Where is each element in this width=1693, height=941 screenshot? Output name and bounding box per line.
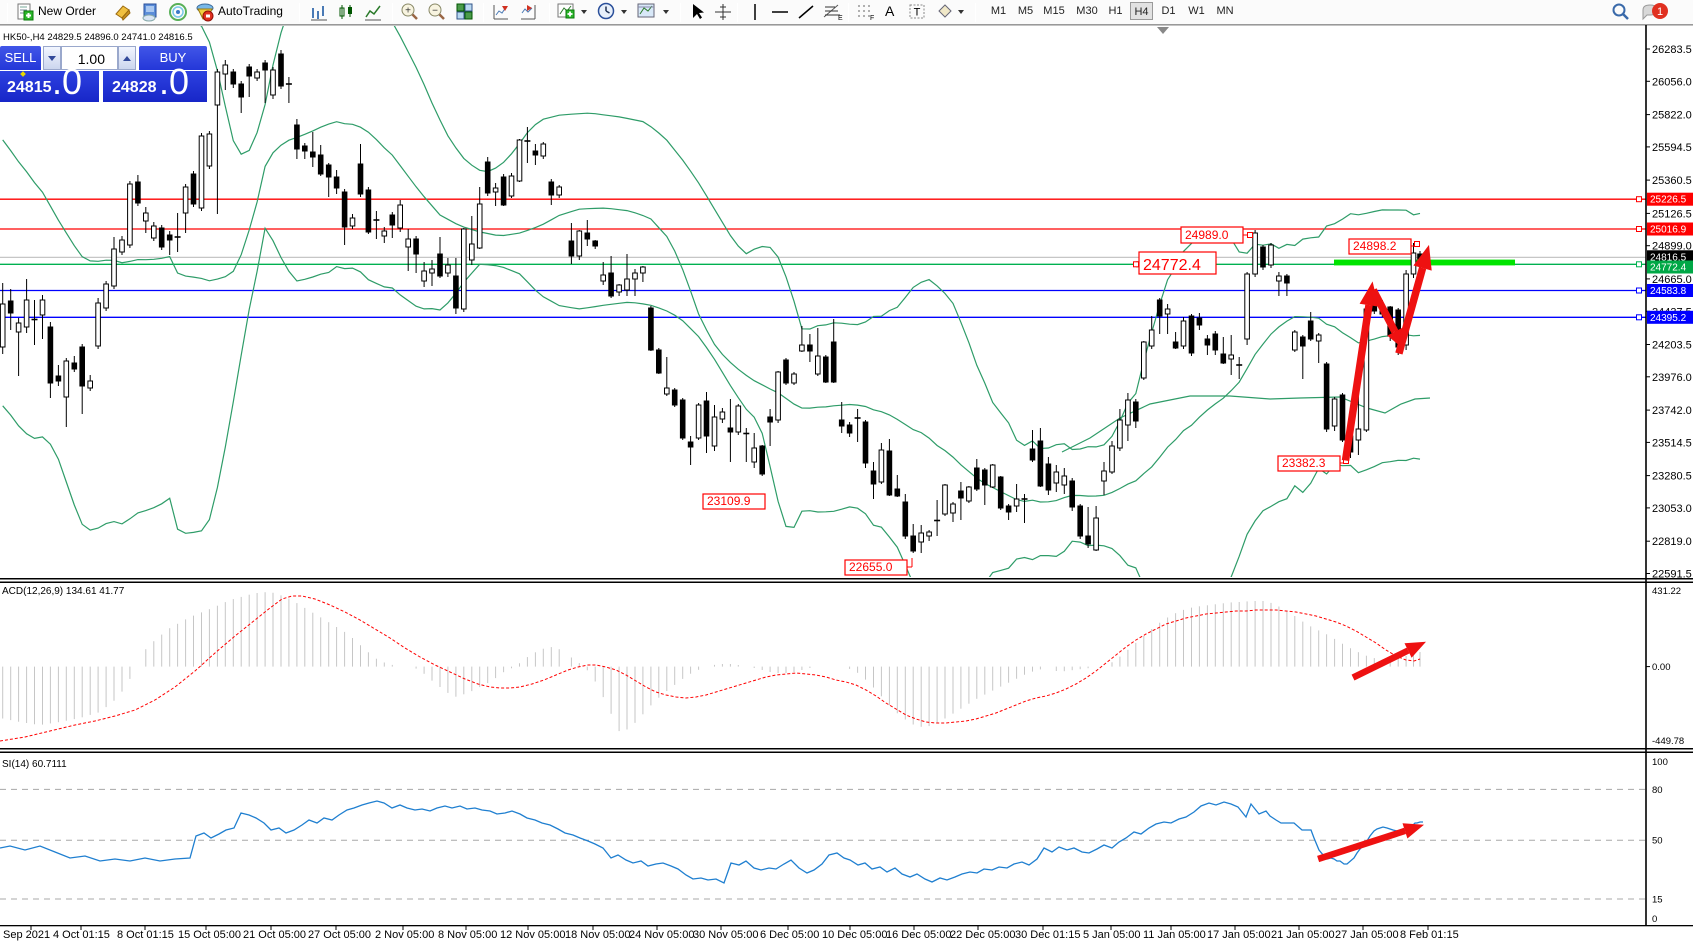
svg-text:+: + [405,6,411,17]
svg-text:100: 100 [1652,757,1668,768]
svg-text:5 Jan 05:00: 5 Jan 05:00 [1083,929,1141,941]
svg-text:24816.5: 24816.5 [1650,252,1687,263]
svg-text:23109.9: 23109.9 [707,494,751,508]
svg-text:23053.0: 23053.0 [1652,503,1692,515]
svg-text:T: T [914,7,921,19]
svg-text:2 Nov 05:00: 2 Nov 05:00 [375,929,434,941]
svg-text:10 Dec 05:00: 10 Dec 05:00 [822,929,887,941]
svg-text:80: 80 [1652,785,1663,796]
svg-text:−: − [432,6,438,17]
svg-text:22 Dec 05:00: 22 Dec 05:00 [950,929,1015,941]
svg-text:8 Feb 01:15: 8 Feb 01:15 [1400,929,1459,941]
svg-text:25016.9: 25016.9 [1650,225,1687,236]
svg-text:ACD(12,26,9) 134.61 41.77: ACD(12,26,9) 134.61 41.77 [2,586,125,597]
svg-text:23280.5: 23280.5 [1652,471,1692,483]
svg-text:24583.8: 24583.8 [1650,286,1687,297]
svg-text:6 Dec 05:00: 6 Dec 05:00 [760,929,819,941]
svg-text:24772.4: 24772.4 [1143,257,1201,274]
svg-text:30 Nov 05:00: 30 Nov 05:00 [693,929,758,941]
svg-text:23514.5: 23514.5 [1652,437,1692,449]
svg-text:24772.4: 24772.4 [1650,263,1687,274]
svg-text:15: 15 [1652,895,1663,906]
svg-text:25360.5: 25360.5 [1652,175,1692,187]
svg-text:21 Oct 05:00: 21 Oct 05:00 [243,929,306,941]
svg-text:24203.5: 24203.5 [1652,340,1692,352]
svg-text:16 Dec 05:00: 16 Dec 05:00 [886,929,951,941]
svg-text:8 Oct 01:15: 8 Oct 01:15 [117,929,174,941]
svg-text:26283.5: 26283.5 [1652,44,1692,56]
svg-text:21 Jan 05:00: 21 Jan 05:00 [1271,929,1335,941]
svg-text:4 Oct 01:15: 4 Oct 01:15 [53,929,110,941]
svg-text:23382.3: 23382.3 [1282,456,1326,470]
svg-text:24665.0: 24665.0 [1652,274,1692,286]
svg-text:24989.0: 24989.0 [1185,228,1229,242]
svg-text:24395.2: 24395.2 [1650,313,1687,324]
svg-text:22591.5: 22591.5 [1652,569,1692,581]
svg-text:22819.0: 22819.0 [1652,536,1692,548]
svg-text:22655.0: 22655.0 [849,560,893,574]
svg-text:27 Jan 05:00: 27 Jan 05:00 [1335,929,1399,941]
svg-text:17 Jan 05:00: 17 Jan 05:00 [1207,929,1271,941]
svg-text:24899.0: 24899.0 [1652,241,1692,253]
svg-text:0.00: 0.00 [1652,662,1671,673]
svg-text:0: 0 [1652,914,1657,925]
svg-text:18 Nov 05:00: 18 Nov 05:00 [565,929,630,941]
svg-text:HK50-,H4 24829.5 24896.0 2474: HK50-,H4 24829.5 24896.0 24741.0 24816.5 [3,32,193,43]
svg-text:12 Nov 05:00: 12 Nov 05:00 [500,929,565,941]
svg-text:24 Nov 05:00: 24 Nov 05:00 [629,929,694,941]
svg-text:30 Dec 01:15: 30 Dec 01:15 [1015,929,1080,941]
svg-text:F: F [870,15,874,22]
svg-text:25226.5: 25226.5 [1650,195,1687,206]
svg-text:26056.0: 26056.0 [1652,76,1692,88]
svg-text:23742.0: 23742.0 [1652,405,1692,417]
svg-text:SI(14) 60.7111: SI(14) 60.7111 [2,759,67,770]
svg-text:1: 1 [1657,6,1663,18]
svg-text:50: 50 [1652,836,1663,847]
svg-text:11 Jan 05:00: 11 Jan 05:00 [1143,929,1206,941]
svg-text:23976.0: 23976.0 [1652,372,1692,384]
svg-text:-449.78: -449.78 [1652,736,1684,747]
svg-text:27 Oct 05:00: 27 Oct 05:00 [308,929,371,941]
svg-text:25126.5: 25126.5 [1652,208,1692,220]
svg-text:25594.5: 25594.5 [1652,142,1692,154]
svg-text:Sep 2021: Sep 2021 [3,929,50,941]
svg-text:15 Oct 05:00: 15 Oct 05:00 [178,929,241,941]
svg-text:431.22: 431.22 [1652,586,1681,597]
svg-text:E: E [838,15,843,22]
svg-text:25822.0: 25822.0 [1652,110,1692,122]
svg-text:8 Nov 05:00: 8 Nov 05:00 [438,929,497,941]
svg-text:24898.2: 24898.2 [1353,239,1397,253]
